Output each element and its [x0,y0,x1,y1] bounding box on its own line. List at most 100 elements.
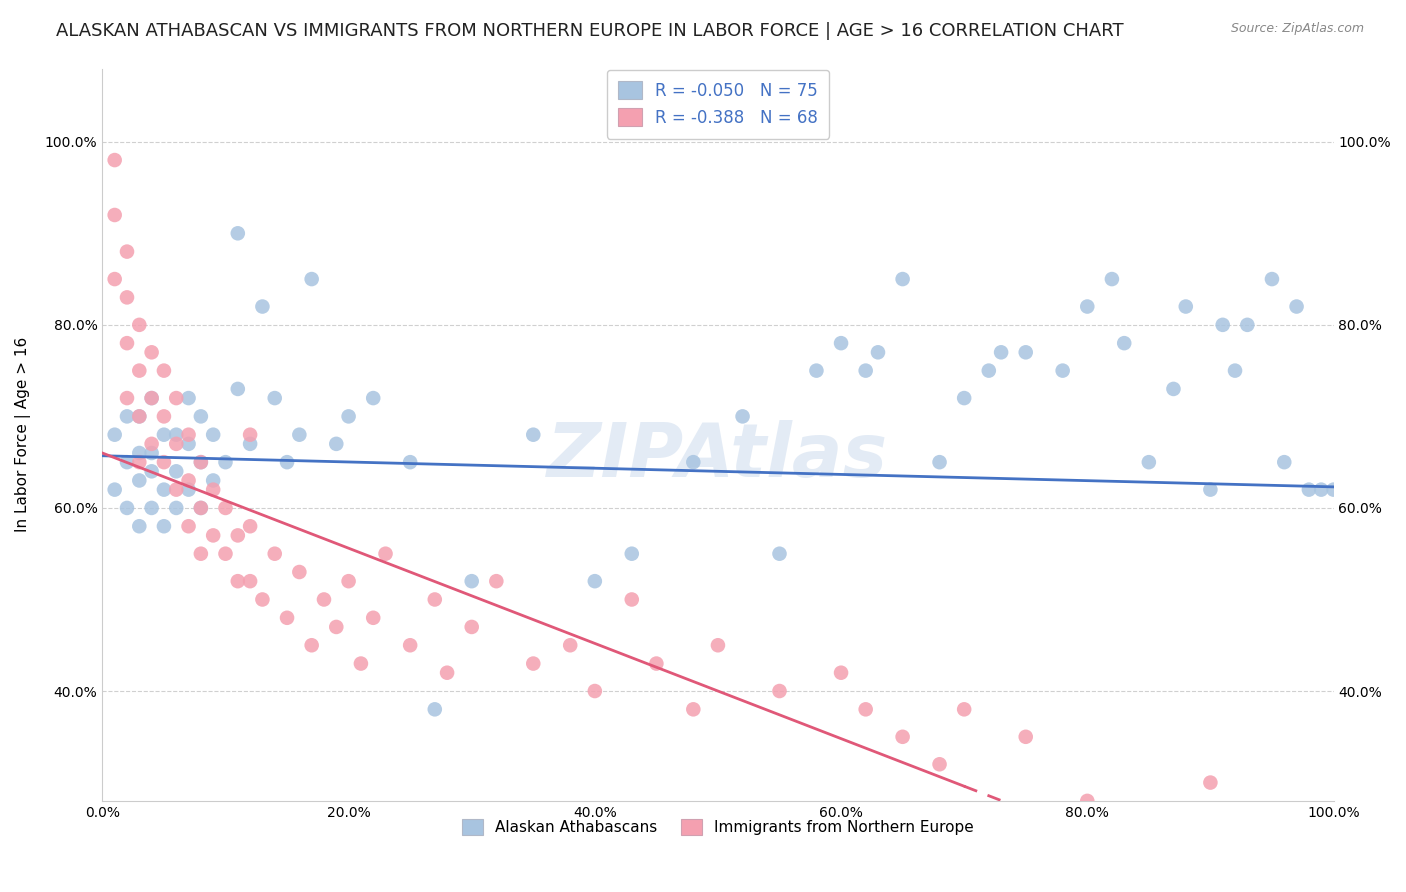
Point [461,620,484,634]
Point [115,455,138,469]
Point [461,574,484,589]
Point [190,455,212,469]
Point [682,702,704,716]
Point [707,638,730,652]
Point [1199,483,1222,497]
Point [1015,730,1038,744]
Point [1236,318,1258,332]
Point [399,455,422,469]
Point [128,519,150,533]
Point [301,638,323,652]
Text: Source: ZipAtlas.com: Source: ZipAtlas.com [1230,22,1364,36]
Point [165,483,187,497]
Point [953,702,976,716]
Point [177,483,200,497]
Point [165,464,187,478]
Point [153,483,176,497]
Point [731,409,754,424]
Point [153,455,176,469]
Point [153,427,176,442]
Point [153,409,176,424]
Point [620,592,643,607]
Point [830,665,852,680]
Point [1310,483,1333,497]
Point [374,547,396,561]
Point [1015,345,1038,359]
Point [128,474,150,488]
Point [1137,455,1160,469]
Point [312,592,335,607]
Point [522,427,544,442]
Point [226,382,249,396]
Point [1101,272,1123,286]
Point [325,437,347,451]
Point [141,437,163,451]
Point [361,611,384,625]
Point [115,290,138,304]
Point [128,409,150,424]
Point [361,391,384,405]
Point [214,547,236,561]
Point [226,574,249,589]
Point [214,455,236,469]
Point [177,437,200,451]
Point [141,500,163,515]
Point [190,547,212,561]
Point [252,300,274,314]
Point [301,272,323,286]
Point [165,391,187,405]
Point [288,565,311,579]
Point [165,437,187,451]
Point [1199,775,1222,789]
Point [141,464,163,478]
Point [115,336,138,351]
Point [190,455,212,469]
Point [115,409,138,424]
Point [239,574,262,589]
Point [202,427,225,442]
Point [190,409,212,424]
Point [263,547,285,561]
Point [830,336,852,351]
Point [128,409,150,424]
Point [252,592,274,607]
Point [104,427,127,442]
Point [1272,455,1295,469]
Point [337,409,360,424]
Point [263,391,285,405]
Point [423,592,446,607]
Point [190,500,212,515]
Point [1261,272,1284,286]
Point [682,455,704,469]
Point [165,427,187,442]
Point [1298,483,1320,497]
Point [104,272,127,286]
Point [202,528,225,542]
Point [325,620,347,634]
Point [128,446,150,460]
Point [104,208,127,222]
Point [177,391,200,405]
Y-axis label: In Labor Force | Age > 16: In Labor Force | Age > 16 [15,337,31,533]
Point [239,519,262,533]
Point [153,363,176,377]
Point [128,318,150,332]
Point [1076,794,1098,808]
Point [202,474,225,488]
Point [436,665,458,680]
Point [226,227,249,241]
Point [115,500,138,515]
Point [399,638,422,652]
Point [288,427,311,442]
Point [153,519,176,533]
Point [928,757,950,772]
Point [1114,336,1136,351]
Point [1212,318,1234,332]
Point [522,657,544,671]
Point [190,500,212,515]
Point [866,345,889,359]
Point [768,684,790,698]
Point [128,455,150,469]
Point [165,500,187,515]
Point [214,500,236,515]
